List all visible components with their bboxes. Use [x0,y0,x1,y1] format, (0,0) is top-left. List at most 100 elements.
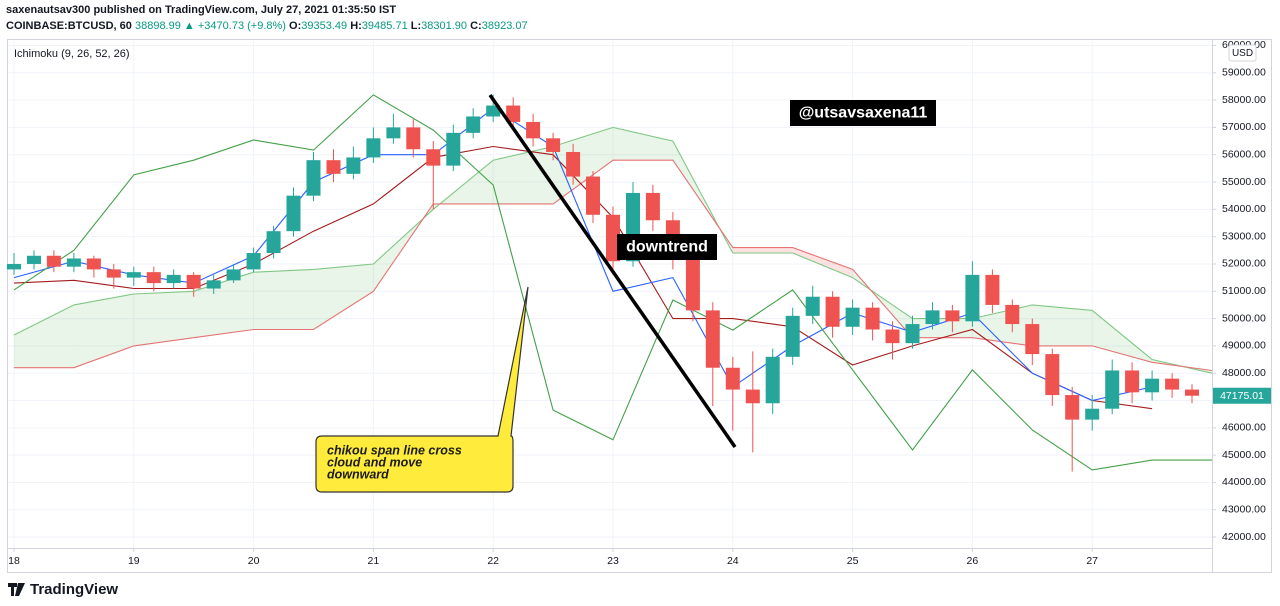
ohlc-value: 39485.71 [361,20,408,32]
y-tick-label: 44000.00 [1222,476,1266,488]
trend-line [488,94,737,448]
candle-body [226,269,241,281]
candle-body [1065,395,1080,420]
x-tick-label: 18 [8,555,20,567]
tenkan-line [13,107,1153,402]
candle-body [1184,389,1199,396]
candle-body [526,121,541,139]
brand: TradingView [30,581,118,598]
x-tick-label: 24 [727,555,739,567]
candle-body [605,214,620,262]
candle-body [1085,408,1100,420]
y-tick-label: 59000.00 [1222,67,1266,79]
candle-body [725,367,740,390]
label-box [790,100,936,126]
candle-body [905,324,920,344]
candle-body [406,127,421,150]
candle-body [326,160,341,174]
candle-body [745,389,760,404]
candle-body [166,274,181,284]
symbol: COINBASE:BTCUSD, 60 [6,20,132,32]
callout-text: cloud and move [327,455,422,469]
y-tick-label: 45000.00 [1222,449,1266,461]
cloud-segment [612,127,673,161]
callout-text: chikou span line cross [327,443,462,457]
change: +3470.73 (+9.8%) [197,20,286,32]
cloud-segment [253,269,314,330]
candle-body [186,274,201,289]
candle-body [585,176,600,215]
y-tick-label: 48000.00 [1222,367,1266,379]
candles [6,94,1199,472]
candle-body [645,192,660,221]
candle-body [965,274,980,322]
candle-body [86,258,101,270]
last-price-label: 47175.01 [1220,390,1264,402]
x-tick-label: 21 [368,555,380,567]
callout-text: downward [327,467,389,481]
quote-line: COINBASE:BTCUSD, 60 38898.99 ▲ +3470.73 … [6,18,528,34]
watermark-label: @utsavsaxena11 [799,105,928,122]
axes: 42000.00 43000.00 44000.00 45000.00 46000.00… [8,39,1271,567]
last-price-box [1213,387,1271,404]
ohlc-label: H: [350,20,362,32]
cloud-segment [732,247,793,254]
cloud-segment [553,127,613,204]
candle-body [825,296,840,327]
candle-body [126,272,141,278]
candle-body [1125,370,1140,393]
cloud-segment [912,318,973,338]
ohlc-value: 38301.90 [421,20,468,32]
candle-body [685,258,700,311]
candle-body [885,329,900,344]
candle-body [426,149,441,166]
currency: USD [1232,48,1253,59]
candle-body [46,255,61,267]
cloud-segment [493,146,554,204]
grid [8,40,1212,548]
candle-body [1025,324,1040,355]
arrow: ▲ [183,20,195,32]
candle-body [1005,304,1020,325]
ohlc-label: O: [289,20,302,32]
candle-body [985,274,1000,305]
candle-body [466,116,481,133]
cloud-segment [792,247,853,278]
price: 38898.99 [134,20,181,32]
candle-body [566,151,581,177]
x-tick-label: 27 [1086,555,1098,567]
trend-label: downtrend [626,239,708,256]
candle-body [765,356,780,404]
y-tick-label: 42000.00 [1222,531,1266,543]
ohlc-label: C: [470,20,482,32]
ohlc-value: 39353.49 [301,20,348,32]
candle-body [346,157,361,174]
candle-body [446,132,461,166]
cloud-segment [13,304,74,368]
x-tick-label: 26 [967,555,979,567]
ohlc-value: 38923.07 [481,20,528,32]
indicator-label: Ichimoku (9, 26, 52, 26) [14,48,130,60]
candle-body [386,127,401,139]
x-tick-label: 22 [487,555,499,567]
y-tick-label: 57000.00 [1222,121,1266,133]
candle-body [286,195,301,232]
chart-frame [7,39,1272,573]
label-box [617,234,717,260]
candle-body [1145,378,1160,393]
candle-body [945,310,960,322]
candle-body [246,253,261,270]
y-tick-label: 43000.00 [1222,504,1266,516]
cloud-segment [1032,304,1093,346]
y-tick-label: 52000.00 [1222,258,1266,270]
cloud-segment [313,263,374,330]
y-tick-label: 46000.00 [1222,422,1266,434]
candle-body [845,307,860,327]
callout [315,286,529,493]
candle-body [546,138,561,152]
cloud-segment [972,304,1033,346]
x-tick-label: 23 [607,555,619,567]
span-b-line [14,159,1213,372]
candle-body [1105,370,1120,409]
